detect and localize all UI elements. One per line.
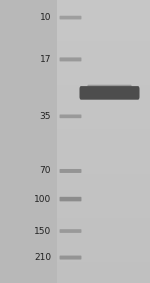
FancyBboxPatch shape xyxy=(80,86,140,100)
Text: 70: 70 xyxy=(39,166,51,175)
FancyBboxPatch shape xyxy=(60,197,81,201)
FancyBboxPatch shape xyxy=(60,57,81,61)
FancyBboxPatch shape xyxy=(60,115,81,118)
Text: 150: 150 xyxy=(34,226,51,235)
FancyBboxPatch shape xyxy=(60,229,81,233)
FancyBboxPatch shape xyxy=(87,85,132,90)
Bar xyxy=(57,0,150,283)
FancyBboxPatch shape xyxy=(60,169,81,173)
FancyBboxPatch shape xyxy=(60,16,81,20)
Text: 17: 17 xyxy=(39,55,51,64)
Text: 210: 210 xyxy=(34,253,51,262)
Text: 100: 100 xyxy=(34,195,51,203)
Text: 35: 35 xyxy=(39,112,51,121)
Text: 10: 10 xyxy=(39,13,51,22)
FancyBboxPatch shape xyxy=(60,256,81,260)
